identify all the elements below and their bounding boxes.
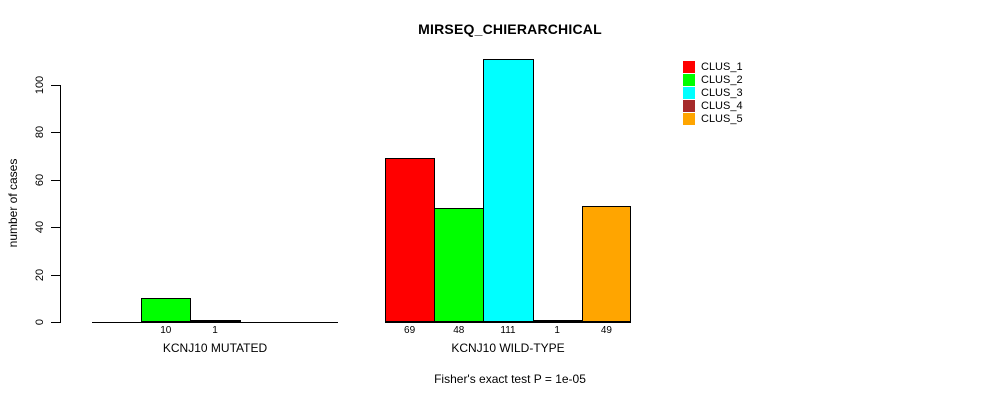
bar-value-label: 48 xyxy=(453,325,465,336)
y-tick-label: 100 xyxy=(34,75,46,95)
bar-value-label: 1 xyxy=(212,325,218,336)
legend-swatch-icon xyxy=(683,86,695,99)
bar-clus_1-wildtype xyxy=(385,158,436,322)
y-tick-label: 20 xyxy=(34,268,46,281)
annotation-text: Fisher's exact test P = 1e-05 xyxy=(434,372,586,386)
bar-clus_4-wildtype xyxy=(532,319,583,322)
legend-item-label: CLUS_1 xyxy=(701,60,743,73)
legend-swatch-icon xyxy=(683,60,695,73)
bar-clus_3-mutated xyxy=(190,319,241,322)
y-tick-mark xyxy=(51,85,60,86)
legend-swatch-icon xyxy=(683,112,695,125)
y-tick-label: 60 xyxy=(34,173,46,186)
legend-item-clus_1: CLUS_1 xyxy=(683,60,743,73)
x-axis-group-label: KCNJ10 WILD-TYPE xyxy=(451,341,565,355)
bar-value-label: 1 xyxy=(554,325,560,336)
y-tick-mark xyxy=(51,274,60,276)
group-baseline xyxy=(385,322,631,323)
bar-clus_2-mutated xyxy=(141,298,192,322)
x-axis-group-label: KCNJ10 MUTATED xyxy=(162,341,268,355)
legend-item-label: CLUS_2 xyxy=(701,73,743,86)
bar-value-label: 10 xyxy=(160,325,172,336)
bar-value-label: 69 xyxy=(404,325,416,336)
group-baseline xyxy=(92,322,338,323)
bar-clus_3-wildtype xyxy=(483,58,534,322)
legend-item-clus_5: CLUS_5 xyxy=(683,112,743,125)
legend-item-label: CLUS_4 xyxy=(701,99,743,112)
bar-clus_2-wildtype xyxy=(434,208,485,322)
chart-title: MIRSEQ_CHIERARCHICAL xyxy=(418,21,602,37)
y-tick-mark xyxy=(51,322,60,323)
bar-value-label: 49 xyxy=(600,325,612,336)
y-tick-mark xyxy=(51,179,60,181)
bar-clus_5-wildtype xyxy=(581,205,631,322)
y-tick-label: 40 xyxy=(34,221,46,234)
legend: CLUS_1 CLUS_2 CLUS_3 CLUS_4 CLUS_5 xyxy=(683,60,743,125)
legend-item-clus_4: CLUS_4 xyxy=(683,99,743,112)
bar-value-label: 111 xyxy=(500,325,516,336)
legend-item-label: CLUS_5 xyxy=(701,112,743,125)
legend-swatch-icon xyxy=(683,99,695,112)
legend-item-clus_2: CLUS_2 xyxy=(683,73,743,86)
y-tick-mark xyxy=(51,132,60,134)
legend-swatch-icon xyxy=(683,73,695,86)
legend-item-clus_3: CLUS_3 xyxy=(683,86,743,99)
y-tick-mark xyxy=(51,227,60,229)
y-tick-label: 80 xyxy=(34,126,46,139)
legend-item-label: CLUS_3 xyxy=(701,86,743,99)
y-tick-label: 0 xyxy=(34,318,46,326)
y-axis-line xyxy=(60,85,61,323)
